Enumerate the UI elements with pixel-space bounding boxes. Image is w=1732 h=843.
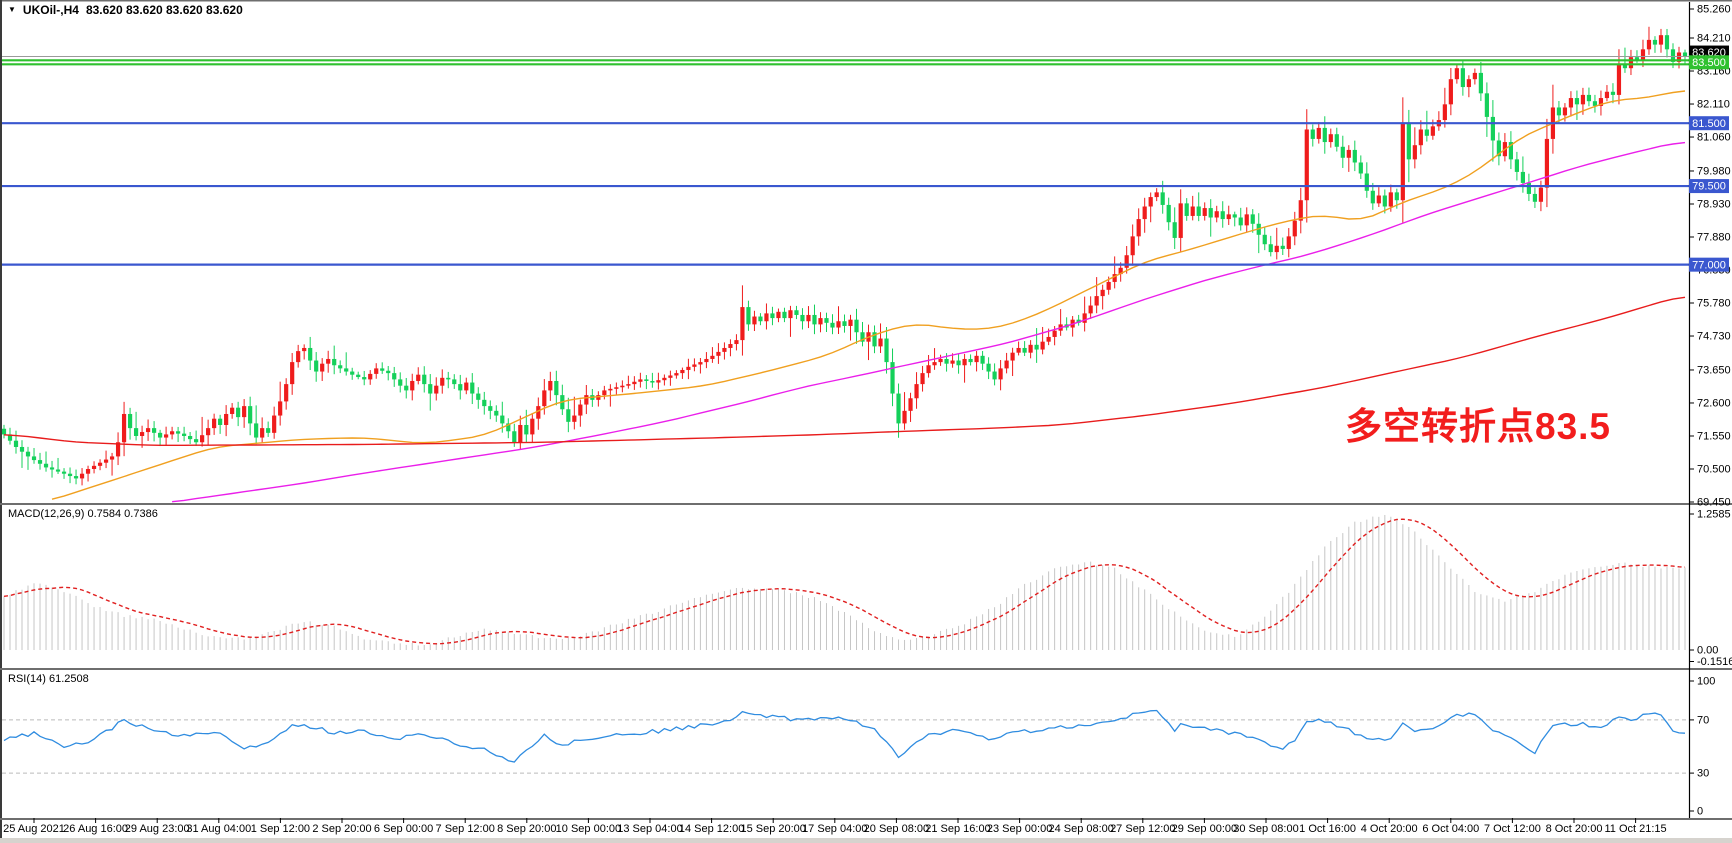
rsi-panel[interactable] — [2, 709, 1689, 774]
rsi-axis-label: 100 — [1697, 676, 1715, 688]
macd-axis-label: -0.1516 — [1697, 656, 1732, 668]
price-axis-label: 72.600 — [1697, 397, 1731, 409]
chart-title-bar: ▼ UKOil-,H4 83.620 83.620 83.620 83.620 — [8, 3, 243, 17]
price-axis: 85.26084.21083.16082.11081.06079.98078.9… — [1689, 4, 1731, 509]
price-axis-label: 77.880 — [1697, 231, 1731, 243]
time-axis-label: 26 Aug 16:00 — [63, 823, 128, 835]
time-axis-label: 7 Oct 12:00 — [1484, 823, 1541, 835]
price-axis-label: 73.650 — [1697, 364, 1731, 376]
time-axis-line — [0, 818, 1732, 820]
macd-axis-label: 1.2585 — [1697, 509, 1731, 521]
time-axis-label: 2 Sep 20:00 — [312, 823, 371, 835]
price-axis-label: 71.550 — [1697, 430, 1731, 442]
price-axis-label: 79.980 — [1697, 165, 1731, 177]
level-price-tag-81.500: 81.500 — [1689, 116, 1729, 131]
price-axis-label: 74.730 — [1697, 331, 1731, 343]
time-axis-label: 6 Sep 00:00 — [374, 823, 433, 835]
price-axis-label: 69.450 — [1697, 497, 1731, 509]
time-axis-label: 29 Sep 00:00 — [1172, 823, 1237, 835]
rsi-axis-label: 70 — [1697, 714, 1709, 726]
fast-ma-orange[interactable] — [51, 90, 1686, 500]
mid-ma-magenta[interactable] — [172, 141, 1686, 503]
time-axis-label: 25 Aug 2021 — [3, 823, 65, 835]
macd-axis: 1.2585 0.00-0.1516 — [1689, 509, 1732, 668]
chart-title-quotes: 83.620 83.620 83.620 83.620 — [85, 3, 243, 17]
time-axis-label: 23 Sep 00:00 — [987, 823, 1052, 835]
level-price-tag-83.500: 83.500 — [1689, 55, 1729, 70]
rsi-axis-label: 0 — [1697, 806, 1703, 818]
macd-indicator-label: MACD(12,26,9) 0.7584 0.7386 — [8, 508, 158, 520]
price-axis-label: 78.930 — [1697, 198, 1731, 210]
level-price-tag-79.500: 79.500 — [1689, 179, 1729, 194]
time-axis-label: 17 Sep 04:00 — [802, 823, 867, 835]
price-axis-label: 75.780 — [1697, 298, 1731, 310]
time-axis-label: 21 Sep 16:00 — [925, 823, 990, 835]
svg-text:81.500: 81.500 — [1692, 118, 1726, 130]
time-axis-label: 4 Oct 20:00 — [1361, 823, 1418, 835]
time-axis-label: 24 Sep 08:00 — [1048, 823, 1113, 835]
svg-text:83.500: 83.500 — [1692, 57, 1726, 69]
rsi-indicator-label: RSI(14) 61.2508 — [8, 673, 89, 685]
macd-axis-label: 0.00 — [1697, 645, 1718, 657]
time-axis-label: 15 Sep 20:00 — [740, 823, 805, 835]
time-axis-label: 1 Sep 12:00 — [251, 823, 310, 835]
window-top-border — [0, 0, 1732, 2]
level-price-tag-77.000: 77.000 — [1689, 257, 1729, 272]
main-price-panel[interactable] — [2, 26, 1689, 503]
price-axis-label: 81.060 — [1697, 132, 1731, 144]
macd-panel[interactable] — [3, 514, 1686, 650]
time-axis-label: 14 Sep 12:00 — [679, 823, 744, 835]
time-axis-label: 30 Sep 08:00 — [1233, 823, 1298, 835]
time-axis-label: 10 Sep 00:00 — [556, 823, 621, 835]
window-left-border — [0, 0, 2, 843]
price-axis-label: 82.110 — [1697, 99, 1730, 111]
slow-ma-red[interactable] — [3, 296, 1686, 446]
time-axis-label: 20 Sep 08:00 — [864, 823, 929, 835]
macd-signal-line — [3, 518, 1686, 645]
price-axis-label: 84.210 — [1697, 33, 1731, 45]
svg-text:77.000: 77.000 — [1692, 259, 1726, 271]
time-axis-label: 7 Sep 12:00 — [436, 823, 495, 835]
time-axis-label: 29 Aug 23:00 — [125, 823, 190, 835]
symbol-dropdown-icon[interactable]: ▼ — [8, 4, 16, 14]
price-axis-label: 85.260 — [1697, 4, 1731, 16]
rsi-axis-label: 30 — [1697, 768, 1709, 780]
time-axis-label: 11 Oct 21:15 — [1605, 823, 1667, 835]
chart-annotation-text[interactable]: 多空转折点83.5 — [1345, 406, 1612, 447]
macd-rsi-separator — [0, 668, 1732, 670]
main-macd-separator — [0, 503, 1732, 505]
time-axis-label: 27 Sep 12:00 — [1110, 823, 1175, 835]
svg-text:79.500: 79.500 — [1692, 181, 1726, 193]
price-axis-label: 70.500 — [1697, 463, 1731, 475]
time-axis-label: 1 Oct 16:00 — [1299, 823, 1356, 835]
rsi-line — [3, 709, 1686, 763]
bottom-strip — [0, 838, 1732, 843]
time-axis-label: 13 Sep 04:00 — [617, 823, 682, 835]
time-axis-label: 6 Oct 04:00 — [1422, 823, 1479, 835]
time-axis-label: 8 Sep 20:00 — [497, 823, 556, 835]
rsi-axis: 100 70 30 0 — [1689, 676, 1715, 818]
time-axis-label: 31 Aug 04:00 — [186, 823, 251, 835]
time-axis-label: 8 Oct 20:00 — [1546, 823, 1603, 835]
chart-title-symbol: UKOil-,H4 — [22, 3, 79, 17]
